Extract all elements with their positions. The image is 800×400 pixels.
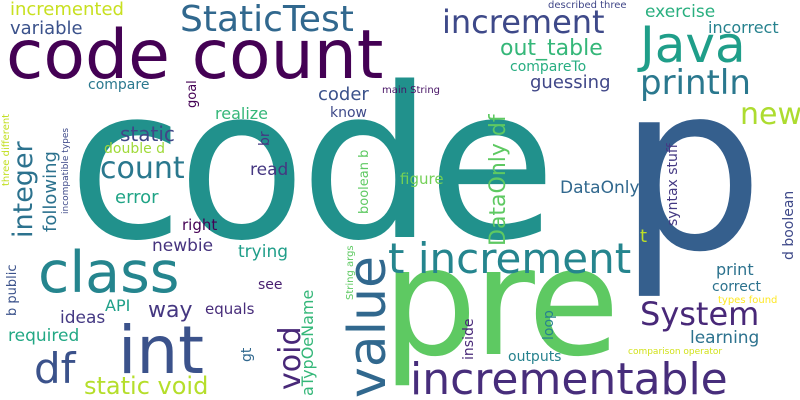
word-types-found: types found [718,295,778,306]
word-incrementable: incrementable [410,354,728,400]
word-coder: coder [318,84,369,105]
word-guessing: guessing [530,72,611,93]
word-main-string: main String [382,85,441,96]
word-p: p [618,36,764,303]
word-int: int [118,312,205,389]
word-statictest: StaticTest [180,0,354,40]
word-count: count [100,151,185,186]
word-pre: pre [382,216,620,390]
word-b-public: b public [5,264,20,317]
word-equals: equals [205,300,255,318]
word-class: class [38,240,180,306]
word-following: following [40,151,61,232]
word-ideas: ideas [60,308,106,328]
word-java: Java [640,16,746,74]
word-described-three: described three [548,0,627,11]
word-three-different: three different [1,113,12,186]
word-boolean-b: boolean b [357,149,372,214]
word-read: read [250,160,289,180]
word-system: System [640,295,760,333]
word-correct: correct [712,279,762,295]
word-required: required [8,326,80,346]
word-double-d: double d [104,141,166,157]
word-increment: increment [442,3,605,41]
word-comparison-operator: comparison operator [628,347,723,357]
word-integer: integer [8,141,39,238]
word-trying: trying [238,242,289,262]
word-print: print [716,260,754,279]
word-code-count: code count [6,16,384,95]
word-gt: gt [239,347,255,362]
word-code: code [68,42,556,287]
word-out-table: out_table [500,36,603,61]
word-d-boolean: d boolean [781,190,797,260]
word-atypoename: aTypOeName [298,289,317,396]
word-api: API [105,296,131,315]
word-incremented: incremented [10,0,124,20]
word-string-args: String args [345,245,356,300]
word-exercise: exercise [645,2,716,22]
word-t-increment: t increment [388,234,632,283]
word-error: error [115,187,159,208]
word-syntax-stuff: syntax stuff [665,143,681,226]
word-realize: realize [215,104,269,123]
word-goal: goal [185,80,200,108]
word-inside: inside [461,318,477,360]
word-incompatible-types: incompatible types [61,127,71,214]
word-way: way [148,298,193,323]
word-figure: figure [400,170,444,188]
word-df: df [34,344,76,393]
word-loop: loop [541,310,557,340]
word-know: know [330,105,367,121]
word-see: see [258,277,283,293]
word-variable: variable [10,18,83,39]
word-newbie: newbie [152,236,214,256]
word-compare: compare [88,77,150,93]
word-learning: learning [690,328,760,348]
word-compareto: compareTo [510,59,587,75]
word-right: right [182,216,218,234]
word-dataonly-df: DataOnly df [486,114,511,246]
word-t: t [640,226,648,247]
word-println: println [640,63,751,103]
word-new: new [740,97,800,132]
word-static: static [120,122,175,146]
word-incorrect: incorrect [708,18,779,37]
word-outputs: outputs [508,349,562,365]
word-br: br [257,131,273,146]
word-dataonly: DataOnly [560,178,640,198]
word-static-void: static void [84,372,209,400]
